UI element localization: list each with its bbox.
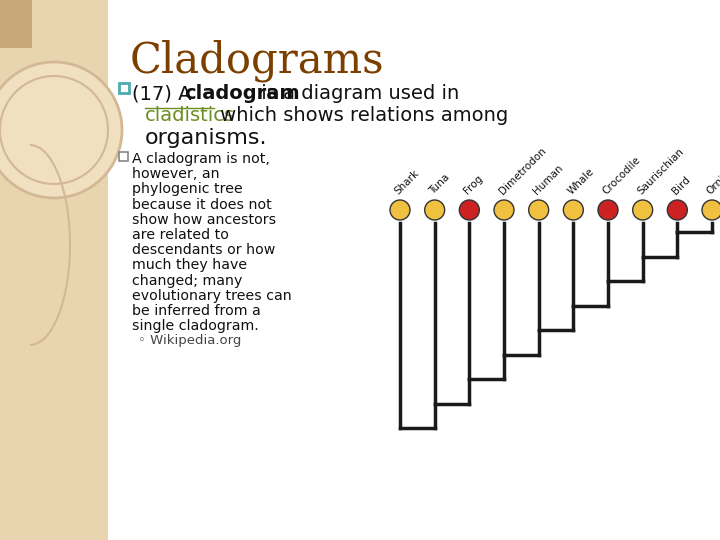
Circle shape bbox=[390, 200, 410, 220]
Text: cladistics: cladistics bbox=[145, 106, 235, 125]
Text: changed; many: changed; many bbox=[132, 274, 243, 288]
Text: because it does not: because it does not bbox=[132, 198, 271, 212]
Text: evolutionary trees can: evolutionary trees can bbox=[132, 289, 292, 303]
Text: are related to: are related to bbox=[132, 228, 229, 242]
Text: which shows relations among: which shows relations among bbox=[214, 106, 508, 125]
Circle shape bbox=[667, 200, 688, 220]
Text: is a diagram used in: is a diagram used in bbox=[255, 84, 459, 103]
Text: be inferred from a: be inferred from a bbox=[132, 304, 261, 318]
Text: much they have: much they have bbox=[132, 259, 247, 272]
Text: Ornithischian: Ornithischian bbox=[705, 140, 720, 196]
Circle shape bbox=[425, 200, 445, 220]
Circle shape bbox=[563, 200, 583, 220]
Text: Frog: Frog bbox=[462, 173, 485, 196]
FancyBboxPatch shape bbox=[0, 0, 108, 540]
Text: organisms.: organisms. bbox=[145, 128, 268, 148]
Text: (17) A: (17) A bbox=[132, 84, 198, 103]
Circle shape bbox=[598, 200, 618, 220]
Text: ◦ Wikipedia.org: ◦ Wikipedia.org bbox=[138, 334, 241, 347]
Text: Dimetrodon: Dimetrodon bbox=[497, 145, 548, 196]
Circle shape bbox=[702, 200, 720, 220]
Text: Crocodile: Crocodile bbox=[601, 154, 643, 196]
Text: Bird: Bird bbox=[670, 174, 692, 196]
Text: Tuna: Tuna bbox=[428, 172, 452, 196]
Text: descendants or how: descendants or how bbox=[132, 243, 275, 257]
Text: Saurischian: Saurischian bbox=[636, 146, 685, 196]
Text: Shark: Shark bbox=[393, 167, 421, 196]
Circle shape bbox=[528, 200, 549, 220]
Text: Human: Human bbox=[531, 163, 565, 196]
Text: cladogram: cladogram bbox=[184, 84, 300, 103]
Text: show how ancestors: show how ancestors bbox=[132, 213, 276, 227]
Circle shape bbox=[459, 200, 480, 220]
Circle shape bbox=[633, 200, 652, 220]
Text: phylogenic tree: phylogenic tree bbox=[132, 183, 243, 197]
Text: Whale: Whale bbox=[566, 166, 596, 196]
Text: A cladogram is not,: A cladogram is not, bbox=[132, 152, 270, 166]
Text: Cladograms: Cladograms bbox=[130, 40, 384, 83]
Text: however, an: however, an bbox=[132, 167, 220, 181]
FancyBboxPatch shape bbox=[0, 0, 32, 48]
Circle shape bbox=[494, 200, 514, 220]
Circle shape bbox=[0, 62, 122, 198]
Text: single cladogram.: single cladogram. bbox=[132, 319, 258, 333]
